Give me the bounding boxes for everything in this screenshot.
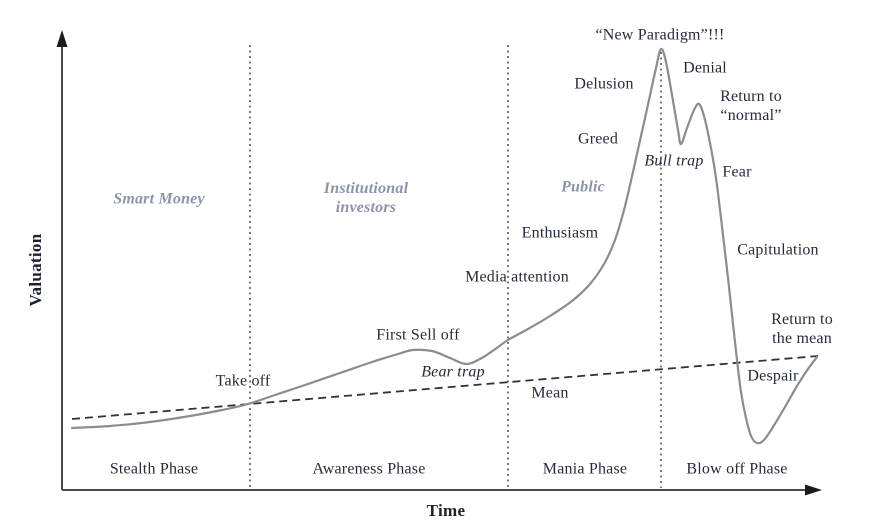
annotation-enthusiasm: Enthusiasm [521, 224, 599, 242]
annotation-delusion: Delusion [574, 75, 634, 93]
annotation-bull-trap: Bull trap [644, 152, 704, 170]
valuation-curve [70, 47, 819, 445]
annotation-new-paradigm: “New Paradigm”!!! [595, 26, 725, 44]
annotation-media-attention: Media attention [465, 268, 569, 286]
phase-label-blow-off-phase: Blow off Phase [686, 460, 788, 478]
annotation-fear: Fear [722, 163, 752, 181]
phase-label-awareness-phase: Awareness Phase [312, 460, 426, 478]
annotation-return-to-normal: Return to “normal” [720, 88, 782, 124]
annotation-mean: Mean [531, 384, 569, 402]
x-axis-title: Time [426, 501, 466, 520]
group-label-public: Public [561, 178, 605, 196]
group-label-smart-money: Smart Money [113, 190, 205, 208]
x-axis-arrow-icon [805, 484, 822, 496]
annotation-greed: Greed [577, 130, 619, 148]
annotation-take-off: Take off [215, 372, 271, 390]
annotation-denial: Denial [683, 59, 727, 77]
mean-line [71, 355, 819, 420]
annotation-bear-trap: Bear trap [421, 363, 485, 381]
annotation-despair: Despair [747, 367, 799, 385]
phase-label-stealth-phase: Stealth Phase [109, 460, 199, 478]
annotation-first-sell-off: First Sell off [376, 326, 460, 344]
y-axis-arrow-icon [56, 30, 68, 47]
phase-label-mania-phase: Mania Phase [542, 460, 628, 478]
annotation-capitulation: Capitulation [737, 241, 819, 259]
group-label-institutional-investors: Institutional investors [323, 180, 409, 216]
annotation-return-to-the-mean: Return to the mean [771, 311, 833, 347]
y-axis-title: Valuation [26, 233, 45, 307]
